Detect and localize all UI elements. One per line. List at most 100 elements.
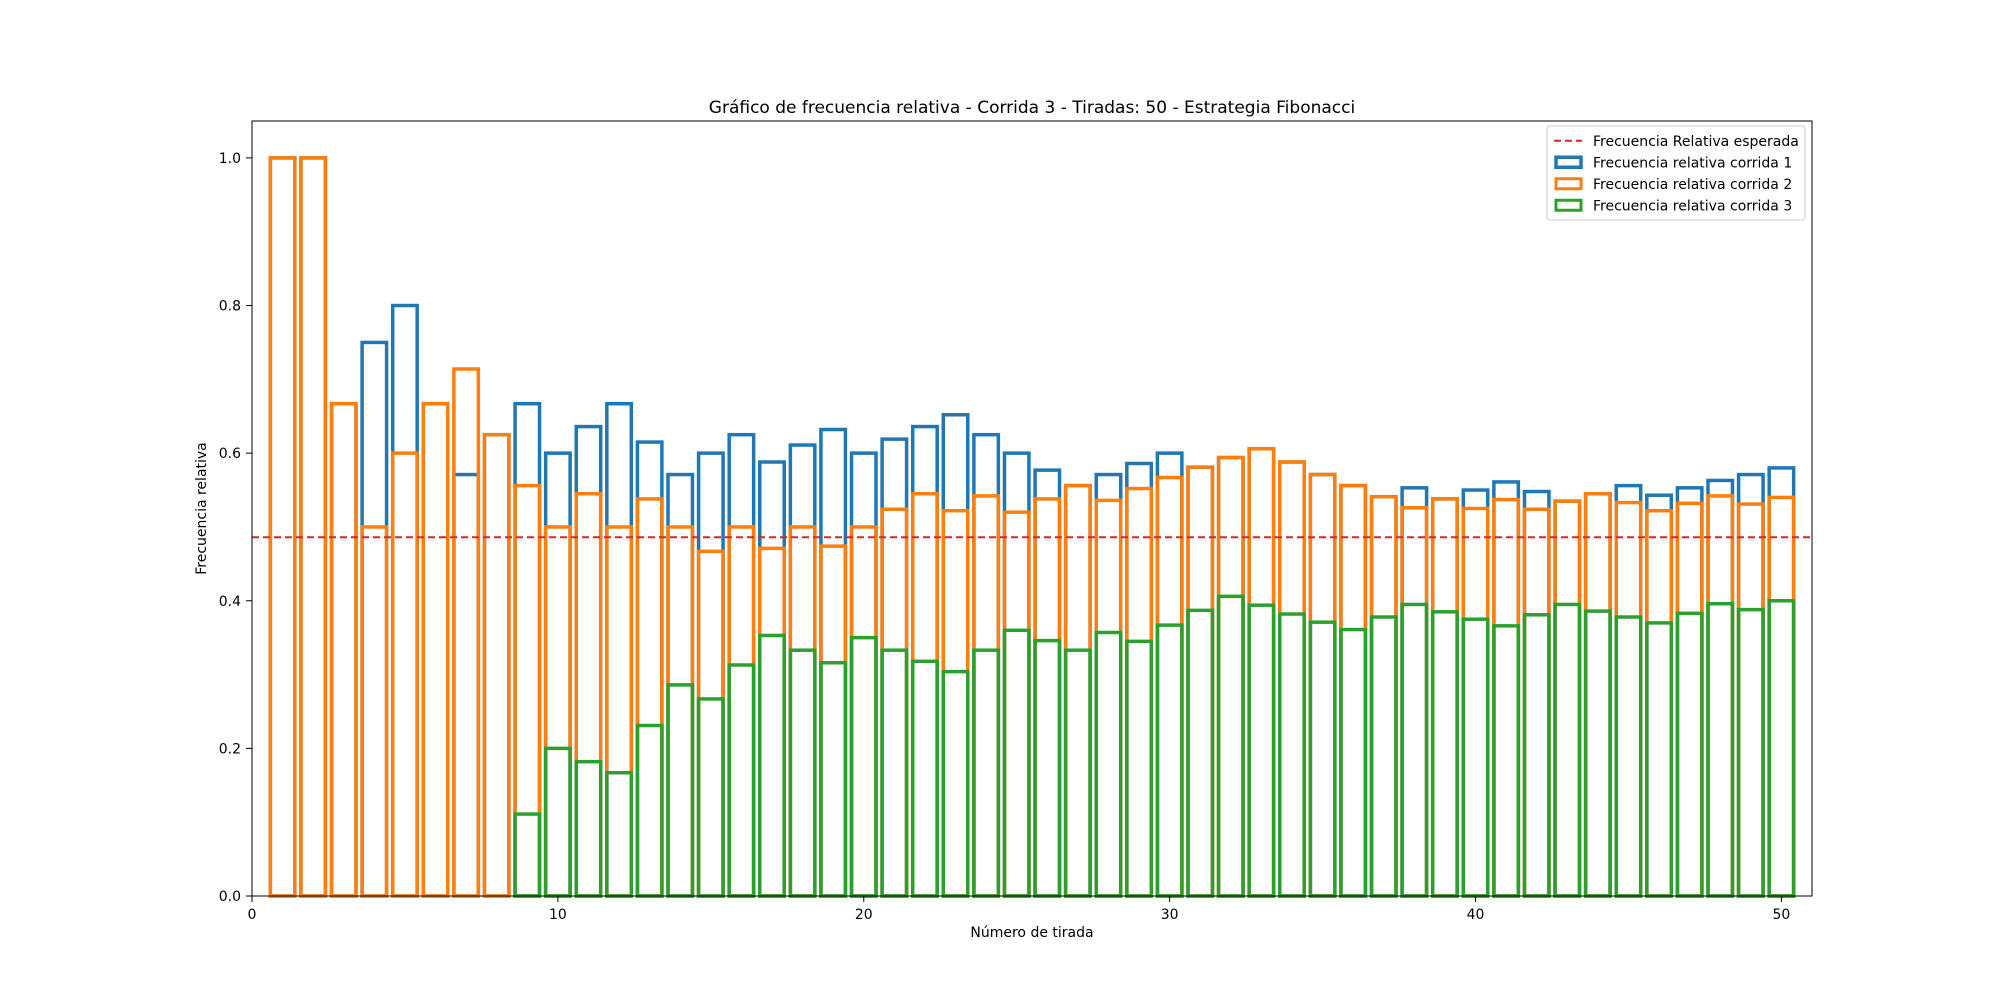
bar-series-2-x5 [390, 451, 419, 898]
bar-series-2-x19 [819, 544, 848, 898]
chart-title: Gráfico de frecuencia relativa - Corrida… [709, 98, 1355, 118]
bar-series-2-x3 [329, 401, 358, 898]
bar-series-1-x10 [543, 451, 572, 898]
bar-series-1-x32 [1216, 455, 1245, 898]
bars-layer [268, 156, 1796, 898]
bar-series-3-x10 [543, 746, 572, 898]
bar-series-2-x31 [1186, 465, 1215, 898]
bar-series-3-x35 [1308, 620, 1337, 898]
bar-series-1-x9 [513, 401, 542, 898]
bar-series-1-x43 [1553, 499, 1582, 898]
x-tick-label: 50 [1772, 907, 1790, 923]
bar-series-1-x37 [1369, 494, 1398, 898]
bar-series-1-x27 [1063, 483, 1092, 898]
bar-series-2-x18 [788, 525, 817, 898]
bar-series-2-x26 [1033, 497, 1062, 898]
bar-series-2-x2 [299, 156, 328, 898]
x-tick-label: 0 [248, 907, 257, 923]
y-tick-label: 0.6 [219, 446, 241, 462]
bar-series-1-x3 [329, 401, 358, 898]
bar-series-2-x34 [1278, 460, 1306, 898]
bar-series-1-x5 [390, 303, 419, 898]
bar-series-3-x15 [696, 697, 725, 898]
bar-series-1-x1 [268, 156, 297, 898]
bar-series-2-x4 [360, 525, 389, 898]
bar-series-1-x31 [1186, 465, 1215, 898]
bar-series-1-x40 [1461, 488, 1490, 898]
bar-series-3-x38 [1400, 602, 1429, 898]
bar-series-3-x28 [1094, 630, 1123, 898]
bar-series-1-x23 [941, 413, 970, 898]
bar-series-3-x44 [1583, 609, 1612, 898]
bar-series-2-x33 [1247, 446, 1276, 898]
x-tick-label: 10 [549, 907, 567, 923]
x-tick-label: 40 [1467, 907, 1485, 923]
bar-series-1-x26 [1033, 468, 1062, 898]
bar-series-3-x11 [574, 759, 603, 898]
y-tick-label: 0.4 [219, 594, 241, 610]
y-axis-label: Frecuencia relativa [194, 442, 210, 575]
y-tick-label: 0.0 [219, 889, 241, 905]
legend-swatch-series-2 [1554, 177, 1583, 191]
legend-box [1546, 125, 1806, 221]
bar-series-3-x40 [1461, 617, 1490, 898]
bar-series-2-x49 [1736, 502, 1765, 898]
bar-series-2-x40 [1461, 506, 1490, 898]
bar-series-3-x37 [1369, 615, 1398, 898]
bar-series-3-x13 [635, 723, 664, 898]
bar-series-3-x29 [1125, 639, 1154, 898]
bar-series-2-x10 [543, 525, 572, 898]
bar-series-1-x34 [1278, 460, 1306, 898]
bar-series-1-x25 [1002, 451, 1031, 898]
bar-series-1-x8 [482, 432, 511, 898]
bar-series-3-x20 [849, 635, 878, 898]
bar-series-2-x37 [1369, 494, 1398, 898]
bar-series-2-x17 [758, 546, 786, 898]
bar-series-2-x50 [1767, 495, 1796, 898]
bar-series-3-x23 [941, 669, 970, 898]
bar-series-3-x12 [605, 770, 634, 898]
bar-series-2-x11 [574, 491, 603, 898]
legend-label-series-3: Frecuencia relativa corrida 3 [1593, 198, 1792, 214]
bar-series-2-x6 [421, 401, 450, 898]
bar-series-2-x1 [268, 156, 297, 898]
bar-series-2-x47 [1675, 501, 1704, 898]
bar-series-2-x28 [1094, 498, 1123, 898]
bar-series-3-x27 [1063, 648, 1092, 898]
bar-series-1-x24 [972, 432, 1001, 898]
bar-series-3-x26 [1033, 638, 1062, 898]
bar-series-3-x21 [880, 648, 909, 898]
bar-series-3-x47 [1675, 611, 1704, 898]
bar-series-2-x14 [666, 525, 695, 898]
bar-series-3-x19 [819, 661, 848, 898]
bar-series-3-x41 [1492, 624, 1521, 898]
legend: Frecuencia Relativa esperada Frecuencia r… [1546, 125, 1806, 221]
bar-series-1-x17 [758, 460, 786, 898]
bar-series-3-x30 [1155, 623, 1184, 898]
bar-series-3-x25 [1002, 628, 1031, 898]
bar-series-2-x36 [1339, 483, 1368, 898]
bar-series-3-x14 [666, 683, 695, 898]
bar-series-1-x36 [1339, 483, 1368, 898]
y-tick-label: 0.8 [219, 299, 241, 315]
bar-series-2-x13 [635, 497, 664, 898]
bar-series-2-x42 [1522, 507, 1551, 898]
bar-series-1-x29 [1125, 461, 1154, 898]
bar-series-1-x20 [849, 451, 878, 898]
bar-series-3-x49 [1736, 607, 1765, 898]
x-axis-label: Número de tirada [970, 925, 1093, 941]
bar-series-2-x32 [1216, 455, 1245, 898]
bar-series-3-x42 [1522, 613, 1551, 898]
bar-series-2-x27 [1063, 483, 1092, 898]
legend-swatch-series-3 [1554, 198, 1583, 212]
bar-series-3-x36 [1339, 627, 1368, 898]
bar-series-3-x22 [910, 659, 939, 898]
bar-series-1-x38 [1400, 486, 1429, 898]
bar-series-3-x48 [1706, 601, 1735, 898]
bar-series-1-x48 [1706, 478, 1735, 898]
bar-series-3-x43 [1553, 602, 1582, 898]
ticks-layer: 0 10 20 30 40 50 0.0 0.2 0.4 0.6 0.8 1.0 [219, 151, 1791, 923]
bar-series-1-x2 [299, 156, 328, 898]
bar-series-3-x32 [1216, 594, 1245, 898]
bar-series-1-x46 [1645, 493, 1674, 898]
